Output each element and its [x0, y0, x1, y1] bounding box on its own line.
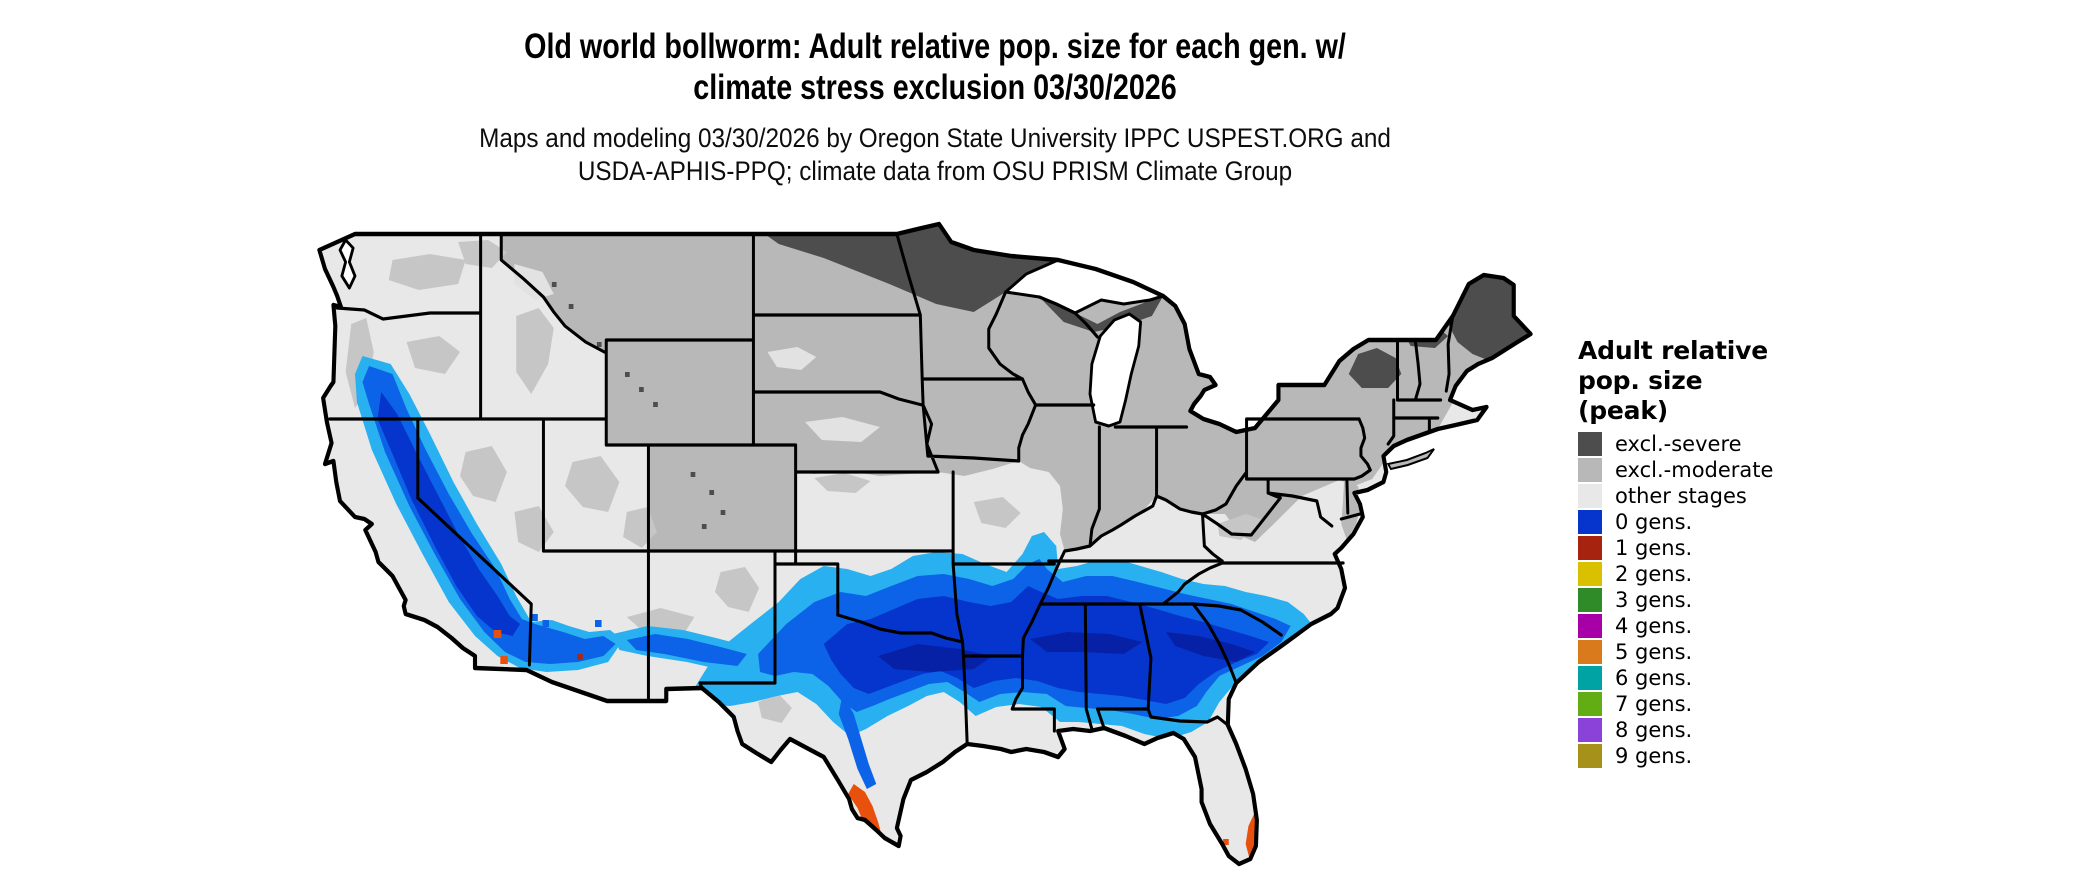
legend-item-label: 3 gens.: [1615, 588, 1693, 612]
legend-item-label: other stages: [1615, 484, 1747, 508]
legend-swatch: [1578, 666, 1602, 690]
region-pop-blue-dark-streaks: [878, 632, 1256, 672]
legend-swatch: [1578, 458, 1602, 482]
legend-item: 5 gens.: [1578, 639, 1773, 665]
legend-item: excl.-severe: [1578, 431, 1773, 457]
legend-item-label: 7 gens.: [1615, 692, 1693, 716]
legend-item-label: excl.-moderate: [1615, 458, 1774, 482]
legend-item-label: 6 gens.: [1615, 666, 1693, 690]
legend-item: 4 gens.: [1578, 613, 1773, 639]
legend-item-label: 4 gens.: [1615, 614, 1693, 638]
legend-item: 3 gens.: [1578, 587, 1773, 613]
map-title: Old world bollworm: Adult relative pop. …: [0, 26, 1870, 108]
national-outline: [317, 221, 1533, 867]
legend-title-line-2: pop. size: [1578, 366, 1703, 395]
region-severe-speckles-rockies: [551, 282, 726, 529]
legend-item-label: 5 gens.: [1615, 640, 1693, 664]
legend-item: 2 gens.: [1578, 561, 1773, 587]
legend-item-label: 8 gens.: [1615, 718, 1693, 742]
map-fill-layers: [319, 224, 1531, 864]
map-subtitle: Maps and modeling 03/30/2026 by Oregon S…: [0, 122, 1870, 188]
region-excl-severe-north: [767, 224, 1531, 388]
legend-swatch: [1578, 718, 1602, 742]
state-borders: [328, 232, 1455, 746]
legend-item: 0 gens.: [1578, 509, 1773, 535]
legend-swatch: [1578, 484, 1602, 508]
map-title-line-1: Old world bollworm: Adult relative pop. …: [524, 27, 1346, 66]
legend-swatch: [1578, 588, 1602, 612]
legend-item: 8 gens.: [1578, 717, 1773, 743]
legend-title-line-1: Adult relative: [1578, 336, 1768, 365]
legend-item-label: excl.-severe: [1615, 432, 1742, 456]
legend-swatch: [1578, 614, 1602, 638]
map-subtitle-line-2: USDA-APHIS-PPQ; climate data from OSU PR…: [577, 156, 1293, 186]
legend-item-label: 1 gens.: [1615, 536, 1693, 560]
legend-items: excl.-severe excl.-moderate other stages 0 …: [1578, 431, 1773, 769]
legend-title: Adult relative pop. size (peak): [1578, 336, 1773, 426]
legend-item: 9 gens.: [1578, 743, 1773, 769]
legend-swatch: [1578, 744, 1602, 768]
legend-item: excl.-moderate: [1578, 457, 1773, 483]
map-subtitle-line-1: Maps and modeling 03/30/2026 by Oregon S…: [479, 123, 1391, 153]
legend-item: other stages: [1578, 483, 1773, 509]
region-hotspots-orange: [493, 630, 1263, 864]
legend: Adult relative pop. size (peak) excl.-se…: [1578, 336, 1773, 769]
long-island: [1386, 448, 1435, 471]
legend-item-label: 2 gens.: [1615, 562, 1693, 586]
legend-swatch: [1578, 692, 1602, 716]
legend-title-line-3: (peak): [1578, 396, 1668, 425]
legend-item-label: 9 gens.: [1615, 744, 1693, 768]
legend-swatch: [1578, 510, 1602, 534]
region-light-patches-plains: [514, 264, 881, 442]
legend-swatch: [1578, 640, 1602, 664]
legend-item: 1 gens.: [1578, 535, 1773, 561]
legend-item-label: 0 gens.: [1615, 510, 1693, 534]
legend-swatch: [1578, 432, 1602, 456]
region-pop-blue-deep: [377, 392, 1270, 704]
legend-swatch: [1578, 536, 1602, 560]
legend-item: 7 gens.: [1578, 691, 1773, 717]
map-title-line-2: climate stress exclusion 03/30/2026: [693, 68, 1177, 107]
legend-item: 6 gens.: [1578, 665, 1773, 691]
legend-swatch: [1578, 562, 1602, 586]
